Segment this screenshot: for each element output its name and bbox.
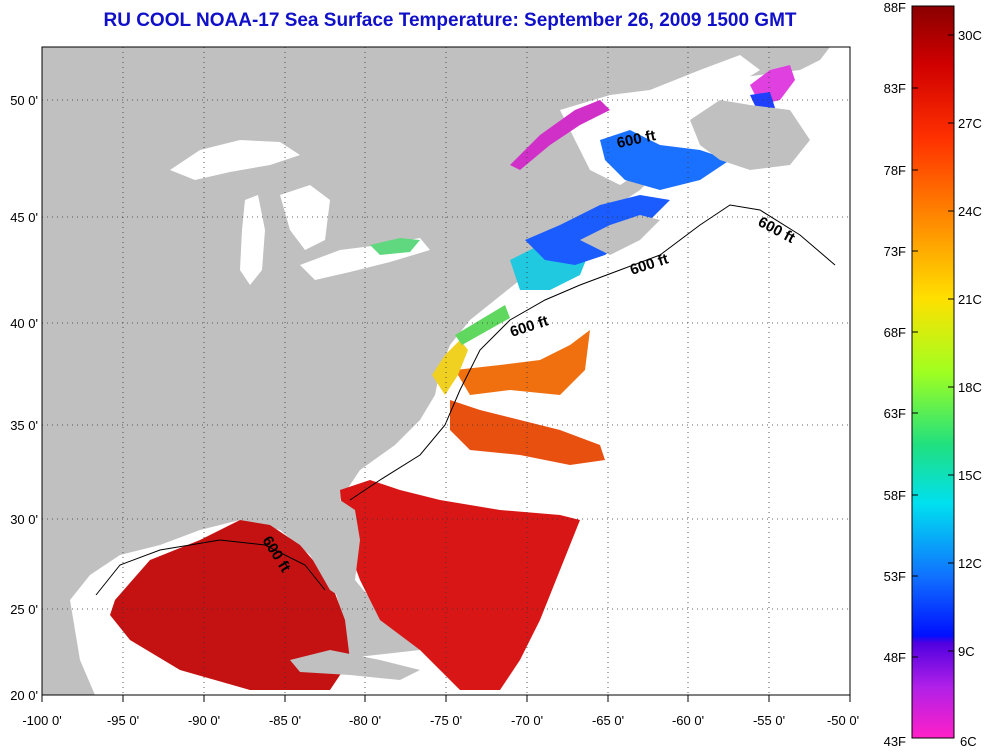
colorbar-c-label: 30C: [958, 28, 982, 43]
sst-green-lakes: [370, 238, 420, 255]
lon-label: -70 0': [511, 713, 543, 728]
lake-michigan: [240, 195, 265, 285]
lon-label: -100 0': [22, 713, 61, 728]
frame-ticks: [41, 695, 851, 702]
colorbar-f-label: 58F: [884, 488, 906, 503]
colorbar-f-label: 43F: [884, 734, 906, 749]
colorbar-f-label: 73F: [884, 244, 906, 259]
lon-label: -90 0': [188, 713, 220, 728]
newfoundland: [690, 100, 810, 170]
colorbar-c-label: 27C: [958, 116, 982, 131]
sst-atlantic-warm-spots: [450, 400, 605, 465]
sst-orange-band: [455, 330, 590, 395]
sst-gulf-warm: [110, 520, 350, 690]
colorbar-c-label: 18C: [958, 380, 982, 395]
colorbar-c-label: 12C: [958, 556, 982, 571]
lon-label: -55 0': [753, 713, 785, 728]
lon-label: -50 0': [827, 713, 859, 728]
map-title: RU COOL NOAA-17 Sea Surface Temperature:…: [103, 10, 797, 31]
colorbar-c-label: 9C: [958, 644, 975, 659]
lake-superior: [170, 140, 300, 180]
colorbar-f-label: 88F: [884, 0, 906, 15]
colorbar-c-label: 15C: [958, 468, 982, 483]
isobath-600ft: [95, 204, 836, 596]
lon-label: -75 0': [430, 713, 462, 728]
lat-label: 40 0': [10, 316, 38, 331]
colorbar-f-label: 78F: [884, 163, 906, 178]
lat-label: 35 0': [10, 418, 38, 433]
colorbar-f-label: 53F: [884, 569, 906, 584]
colorbar-gradient: [911, 5, 955, 739]
sst-yellow-chesapeake: [432, 340, 468, 395]
sst-blue-nova-scotia: [525, 195, 670, 265]
sst-magenta-st-lawrence-estuary: [510, 100, 610, 170]
colorbar-f-label: 48F: [884, 650, 906, 665]
cuba: [290, 650, 420, 680]
florida: [310, 500, 360, 600]
lat-label: 20 0': [10, 688, 38, 703]
lon-label: -80 0': [349, 713, 381, 728]
lon-label: -65 0': [592, 713, 624, 728]
lat-label: 25 0': [10, 602, 38, 617]
lat-label: 45 0': [10, 210, 38, 225]
colorbar-f-label: 63F: [884, 406, 906, 421]
colorbar-c-label: 6C: [960, 734, 977, 749]
lat-label: 30 0': [10, 512, 38, 527]
lon-label: -60 0': [672, 713, 704, 728]
sst-blue-st-lawrence: [600, 130, 730, 190]
sst-green-band: [455, 305, 510, 345]
colorbar-c-label: 24C: [958, 204, 982, 219]
lon-label: -95 0': [107, 713, 139, 728]
lat-label: 50 0': [10, 93, 38, 108]
nova-scotia: [580, 215, 660, 255]
colorbar-f-label: 83F: [884, 81, 906, 96]
graticule: [42, 47, 850, 695]
colorbar-ticks: [912, 34, 954, 658]
lake-huron: [280, 185, 330, 250]
colorbar-c-label: 21C: [958, 292, 982, 307]
colorbar-f-label: 68F: [884, 325, 906, 340]
sst-atlantic-warm: [340, 480, 580, 690]
lon-label: -85 0': [269, 713, 301, 728]
